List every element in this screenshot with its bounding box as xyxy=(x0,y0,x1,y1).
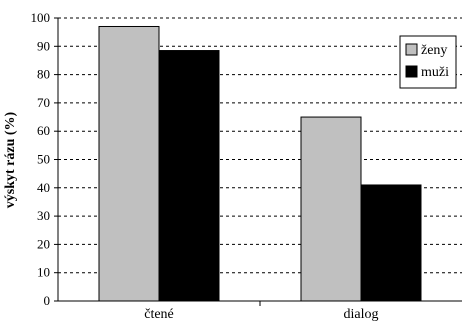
bar-ženy-čtené xyxy=(98,25,160,302)
category-label: dialog xyxy=(344,307,379,322)
category-labels: čtené dialog xyxy=(144,307,378,322)
y-tick-label: 30 xyxy=(37,208,50,223)
bar-muži-dialog xyxy=(360,184,422,302)
y-tick-label: 50 xyxy=(37,152,50,167)
category-label: čtené xyxy=(144,307,174,322)
legend-label: ženy xyxy=(421,43,447,58)
y-tick-label: 90 xyxy=(37,38,50,53)
bar-ženy-dialog xyxy=(300,116,362,302)
bar-muži-čtené xyxy=(158,50,220,302)
y-tick-labels: 0 10 20 30 40 50 60 70 80 90 100 xyxy=(31,10,51,308)
y-tick-label: 100 xyxy=(31,10,51,25)
legend-swatch xyxy=(405,43,418,56)
axes xyxy=(54,17,462,306)
y-tick-label: 40 xyxy=(37,180,50,195)
y-tick-label: 80 xyxy=(37,67,50,82)
legend-label: muži xyxy=(421,65,449,80)
bars xyxy=(98,25,422,302)
y-tick-label: 20 xyxy=(37,236,50,251)
y-axis-label: výskyt rázu (%) xyxy=(3,111,18,208)
legend: ženy muži xyxy=(399,35,457,89)
y-tick-label: 70 xyxy=(37,95,50,110)
y-tick-label: 10 xyxy=(37,265,50,280)
legend-swatch xyxy=(405,65,418,78)
y-tick-label: 0 xyxy=(44,293,51,308)
y-tick-label: 60 xyxy=(37,123,50,138)
